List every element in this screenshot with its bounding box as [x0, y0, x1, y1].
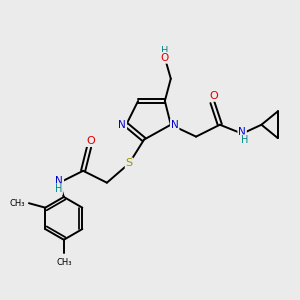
- Text: O: O: [86, 136, 95, 146]
- Text: CH₃: CH₃: [56, 259, 72, 268]
- Text: N: N: [238, 127, 246, 137]
- Text: H: H: [161, 46, 169, 56]
- Text: H: H: [55, 184, 62, 194]
- Text: O: O: [160, 53, 168, 63]
- Text: N: N: [118, 120, 126, 130]
- Text: N: N: [171, 120, 178, 130]
- Text: O: O: [209, 91, 218, 101]
- Text: S: S: [126, 158, 133, 168]
- Text: N: N: [56, 176, 63, 186]
- Text: H: H: [241, 135, 248, 145]
- Text: CH₃: CH₃: [10, 199, 26, 208]
